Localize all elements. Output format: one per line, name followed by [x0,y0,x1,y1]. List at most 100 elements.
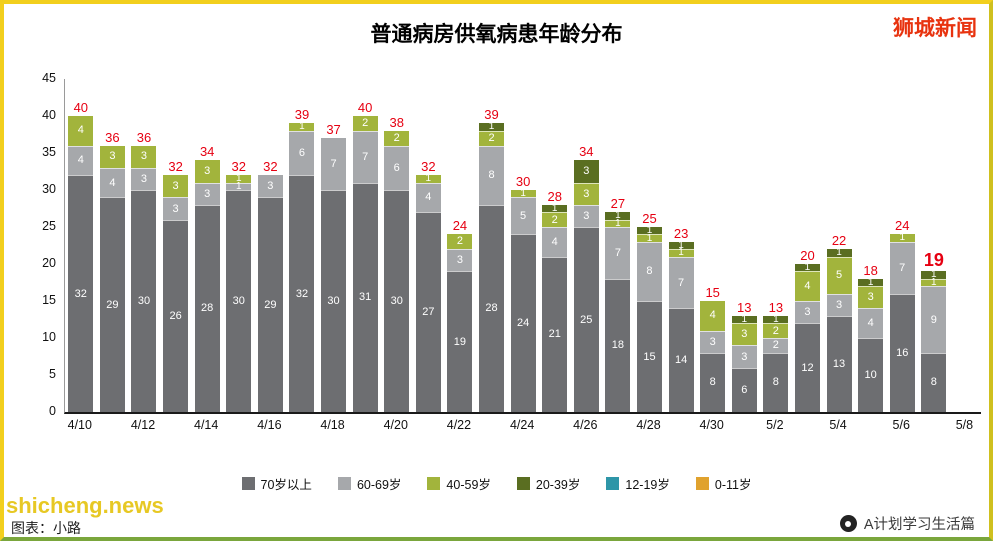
bar-total-label: 27 [610,196,626,212]
x-tick-label: 4/28 [636,418,661,432]
bar-slot: 40 4 4 32 [65,79,97,412]
bar-total-label: 32 [231,159,246,175]
bar-slot: 24 2 3 19 [444,79,476,412]
y-tick-label: 5 [49,367,56,381]
bar-segment: 1 [668,248,694,258]
bar-slot: 20 1 4 3 12 [792,79,824,412]
bar-stack: 3 3 30 [131,145,157,412]
y-tick-label: 45 [42,71,56,85]
x-tick-label [854,418,886,432]
bar-segment: 5 [826,256,852,294]
bar-segment: 3 [826,293,852,316]
bar-total-label: 40 [357,100,373,116]
x-tick-label: 4/24 [509,418,535,432]
bar-segment: 30 [226,190,252,412]
bar-stack: 1 1 30 [226,173,252,412]
x-tick-label [601,418,633,432]
bar-segment: 8 [700,352,726,412]
bar-segment: 7 [321,138,347,190]
bar-segment: 10 [858,338,884,412]
bar-segment: 30 [131,190,157,412]
bar-segment: 1 [668,240,694,250]
x-tick-label: 4/26 [573,418,598,432]
bar-segment: 30 [321,190,347,412]
bar-slot: 39 1 2 8 28 [476,79,508,412]
bar-stack: 3 4 29 [99,145,125,412]
legend-label: 20-39岁 [535,478,581,492]
bar-total-label: 32 [263,159,278,175]
bar-stack: 3 3 28 [194,160,220,412]
bar-slot: 15 4 3 8 [697,79,729,412]
bar-segment: 1 [226,181,252,192]
bar-segment: 3 [257,175,283,198]
bar-slot: 32 1 4 27 [413,79,445,412]
bar-stack: 1 5 3 13 [826,247,852,412]
y-tick-label: 35 [42,145,56,159]
account-name: A计划学习生活篇 [863,517,975,533]
bar-segment: 4 [415,182,441,213]
x-tick-label: 4/10 [67,418,92,432]
x-tick-label: 4/14 [194,418,219,432]
bar-total-label: 34 [579,144,594,160]
bar-segment: 1 [921,277,947,288]
bar-slot: 18 1 3 4 10 [855,79,887,412]
x-tick-label: 4/20 [383,418,408,432]
legend-label: 40-59岁 [446,478,491,492]
watermark: shicheng.news [6,493,164,518]
bar-segment: 1 [794,262,820,273]
bar-slot: 34 3 3 3 25 [571,79,603,412]
bar-slot: 30 1 5 24 [507,79,539,412]
x-tick-label: 5/6 [892,418,910,432]
bar-slot: 32 3 3 26 [160,79,192,412]
x-tick-label [538,418,570,432]
bar-segment: 5 [510,197,536,235]
bar-segment: 1 [510,188,536,198]
bar-segment: 29 [99,197,125,412]
bar-segment: 24 [510,234,536,412]
bar-total-label: 13 [737,299,752,315]
bar-total-label: 39 [294,107,310,123]
x-tick-label [664,418,696,432]
bar-slot: 36 3 3 30 [128,79,160,412]
bar-segment: 3 [194,160,220,183]
bar-segment: 4 [99,167,125,198]
x-tick-label [285,418,317,432]
bar-segment: 3 [131,145,157,168]
bar-segment: 12 [794,323,820,412]
bar-stack: 1 1 8 15 [636,225,662,412]
bar-slot: 38 2 6 30 [381,79,413,412]
bar-stack: 1 2 8 28 [479,121,505,412]
bar-segment: 3 [731,323,757,346]
x-tick-label [727,418,759,432]
bar-segment: 26 [163,219,189,412]
bar-segment: 3 [858,286,884,309]
bar-stack: 2 7 31 [352,116,378,412]
bar-stack: 1 2 4 21 [542,203,568,412]
bar-segment: 32 [68,175,94,412]
legend-item: 0-11岁 [695,474,751,493]
bar-segment: 21 [542,256,568,412]
bar-segment: 3 [573,204,599,227]
bar-stack: 1 6 32 [289,121,315,412]
bar-total-label: 28 [547,188,562,204]
bar-segment: 6 [384,145,410,190]
bar-segment: 2 [384,130,410,146]
bar-segment: 6 [289,130,315,176]
legend-label: 60-69岁 [356,478,402,492]
y-tick-label: 0 [49,404,56,418]
x-tick-label: 4/16 [257,418,282,432]
bar-segment: 4 [794,271,820,302]
bar-segment: 1 [636,225,662,236]
bar-segment: 1 [226,173,252,184]
bar-segment: 3 [700,330,726,353]
bar-segment: 1 [858,277,884,287]
x-tick-label [412,418,444,432]
legend-label: 70岁以上 [260,478,312,492]
x-axis: 4/10 4/12 4/14 4/16 4/18 4/20 4/22 4/24 4/26 4/28… [64,418,980,432]
legend-item: 70岁以上 [241,474,312,493]
y-tick-label: 40 [42,108,56,122]
legend-swatch [337,477,351,490]
y-tick-label: 20 [42,256,56,270]
bar-segment: 1 [605,218,631,229]
